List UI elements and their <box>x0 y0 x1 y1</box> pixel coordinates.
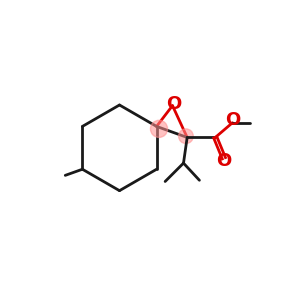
Text: O: O <box>225 111 240 129</box>
Text: O: O <box>166 95 181 113</box>
Circle shape <box>151 120 168 137</box>
Circle shape <box>178 129 193 143</box>
Text: O: O <box>216 152 232 170</box>
